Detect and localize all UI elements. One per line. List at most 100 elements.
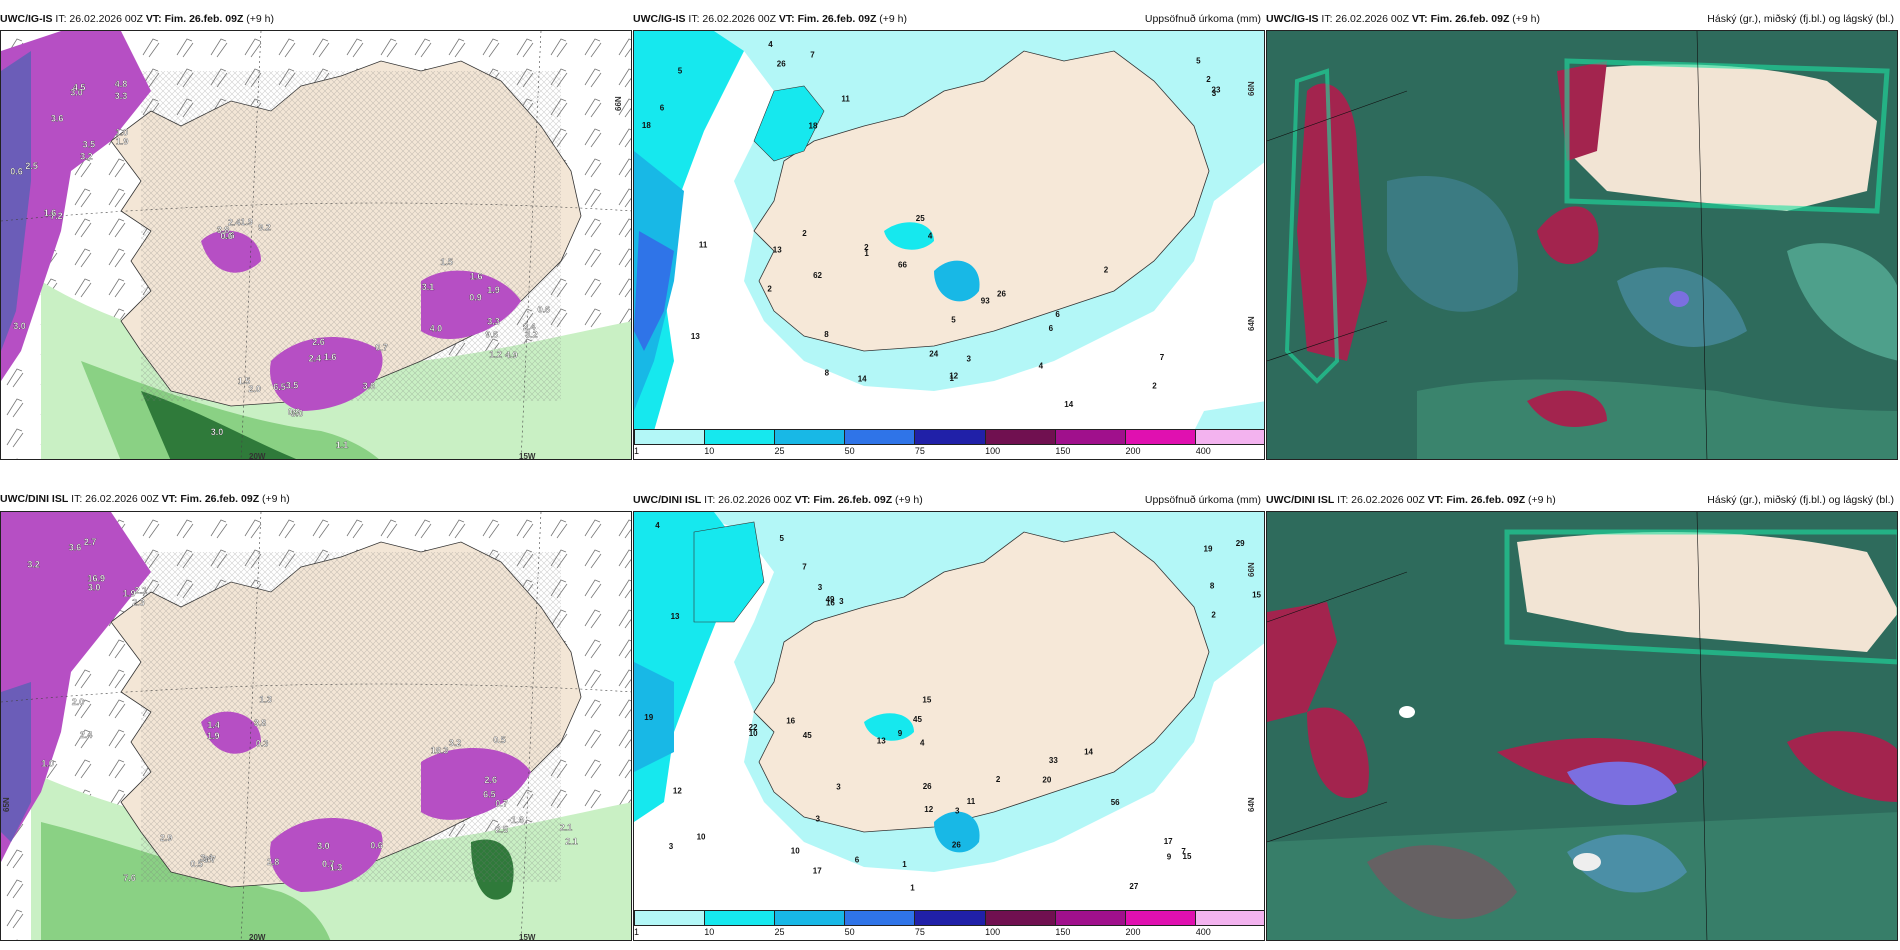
precipitation-value: 27: [1129, 882, 1138, 891]
precipitation-value: 26: [997, 289, 1006, 298]
lat-label: 66N: [1247, 81, 1256, 96]
lon-label: 20W: [249, 933, 266, 941]
lat-label: 64N: [1247, 797, 1256, 812]
init-time: IT: 26.02.2026 00Z: [1337, 494, 1425, 506]
temperature-value: 6.5: [273, 382, 286, 392]
precipitation-value: 26: [923, 782, 932, 791]
temperature-value: 1.2: [489, 349, 502, 359]
temperature-value: 1.6: [324, 352, 337, 362]
precipitation-value: 14: [1084, 748, 1093, 757]
lead-time: (+9 h): [879, 13, 908, 25]
temperature-value: 4.9: [505, 350, 518, 360]
precipitation-panel-bottom: UWC/DINI ISL IT: 26.02.2026 00Z VT: Fim.…: [633, 493, 1265, 941]
panel-header: UWC/DINI ISL IT: 26.02.2026 00Z VT: Fim.…: [0, 493, 300, 511]
temperature-value: 3.6: [69, 543, 82, 553]
precipitation-value: 2: [1206, 75, 1211, 84]
cloud-map: [1266, 511, 1898, 941]
precipitation-value: 9: [898, 729, 903, 738]
temperature-value: 4.5: [73, 83, 86, 93]
colorbar-segment: [705, 911, 776, 925]
precipitation-value: 11: [967, 797, 976, 806]
temperature-value: 3.0: [291, 408, 304, 418]
precipitation-value: 5: [678, 67, 683, 76]
colorbar-segment: [775, 430, 846, 444]
precipitation-value: 7: [810, 50, 815, 59]
colorbar-segment: [915, 911, 986, 925]
precipitation-value: 6: [855, 855, 860, 864]
precipitation-value: 33: [1049, 756, 1058, 765]
model-name: UWC/DINI ISL: [1266, 494, 1335, 506]
precipitation-value: 18: [642, 121, 651, 130]
lon-label: 15W: [519, 933, 536, 941]
precipitation-value: 9: [1167, 852, 1172, 861]
precip-colorbar: 1 10 25 50 75 100 150 200 400: [634, 910, 1264, 940]
precipitation-value: 12: [949, 371, 958, 380]
panel-header: UWC/IG-IS IT: 26.02.2026 00Z VT: Fim. 26…: [633, 12, 1265, 30]
temperature-value: 3.7: [203, 854, 216, 864]
colorbar-tick-label: 200: [1125, 927, 1141, 937]
precipitation-value: 26: [777, 59, 786, 68]
precipitation-value: 4: [920, 739, 925, 748]
temperature-panel-top: UWC/IG-IS IT: 26.02.2026 00Z VT: Fim. 26…: [0, 12, 632, 460]
precipitation-value: 2: [996, 775, 1001, 784]
temperature-value: 2.7: [84, 537, 97, 547]
precipitation-value: 6: [1055, 310, 1060, 319]
colorbar-segment: [705, 430, 776, 444]
precipitation-value: 3: [818, 583, 823, 592]
colorbar-segment: [1125, 430, 1196, 444]
precipitation-value: 11: [841, 95, 850, 104]
precipitation-value: 8: [1210, 581, 1215, 590]
temperature-value: 3.2: [80, 151, 93, 161]
precipitation-value: 66: [898, 260, 907, 269]
precip-colorbar: 1 10 25 50 75 100 150 200 400: [634, 429, 1264, 459]
precipitation-value: 11: [699, 240, 708, 249]
panel-title: Uppsöfnuð úrkoma (mm): [1144, 494, 1261, 506]
valid-time: VT: Fim. 26.feb. 09Z: [145, 13, 244, 25]
precipitation-value: 1: [950, 374, 955, 383]
colorbar-tick-label: 150: [1055, 446, 1071, 456]
precipitation-value: 19: [1204, 545, 1213, 554]
temperature-value: 1.0: [41, 759, 54, 769]
colorbar-tick-label: 1: [634, 446, 640, 456]
temperature-value: 3.2: [449, 738, 462, 748]
cloud-map: [1266, 30, 1898, 460]
precipitation-value: 12: [924, 805, 933, 814]
temperature-value: 2.5: [25, 161, 38, 171]
cloud-panel-bottom: UWC/DINI ISL IT: 26.02.2026 00Z VT: Fim.…: [1266, 493, 1898, 941]
colorbar-tick-label: 1: [634, 927, 640, 937]
colorbar-tick-label: 75: [914, 927, 925, 937]
init-time: IT: 26.02.2026 00Z: [688, 13, 776, 25]
colorbar-tick-label: 75: [914, 446, 925, 456]
temperature-value: 2.0: [248, 384, 261, 394]
precipitation-value: 29: [1236, 539, 1245, 548]
panel-header: UWC/DINI ISL IT: 26.02.2026 00Z VT: Fim.…: [1266, 493, 1898, 511]
temperature-value: 3.6: [51, 114, 64, 124]
temperature-value: 2.3: [132, 597, 145, 607]
precipitation-value: 13: [691, 332, 700, 341]
temperature-value: -1.6: [508, 815, 524, 825]
panel-header: UWC/IG-IS IT: 26.02.2026 00Z VT: Fim. 26…: [1266, 12, 1898, 30]
precipitation-value: 3: [839, 597, 844, 606]
temperature-value: 4.8: [115, 79, 128, 89]
lon-label: 20W: [249, 452, 266, 460]
precipitation-value: 93: [981, 297, 990, 306]
model-name: UWC/IG-IS: [1266, 13, 1319, 25]
valid-time: VT: Fim. 26.feb. 09Z: [161, 493, 260, 505]
panel-title: Háský (gr.), miðský (fj.bl.) og lágský (…: [1707, 494, 1894, 506]
temperature-value: 2.4: [228, 218, 241, 228]
colorbar-tick-label: 100: [985, 446, 1001, 456]
precipitation-value: 6: [660, 103, 665, 112]
precipitation-value: 15: [1183, 852, 1192, 861]
colorbar-tick-label: 25: [774, 927, 785, 937]
temperature-value: 0.6: [10, 167, 23, 177]
init-time: IT: 26.02.2026 00Z: [704, 494, 792, 506]
precipitation-value: 56: [1111, 798, 1120, 807]
temperature-value: 3.5: [286, 380, 299, 390]
temperature-value: 0.6: [220, 231, 233, 241]
colorbar-tick-label: 25: [774, 446, 785, 456]
temperature-value: 1.6: [222, 231, 235, 241]
temperature-value: 2.6: [485, 775, 498, 785]
temperature-value: 3.8: [217, 225, 230, 235]
temperature-value: 3.1: [422, 282, 435, 292]
colorbar-tick-label: 10: [704, 446, 715, 456]
